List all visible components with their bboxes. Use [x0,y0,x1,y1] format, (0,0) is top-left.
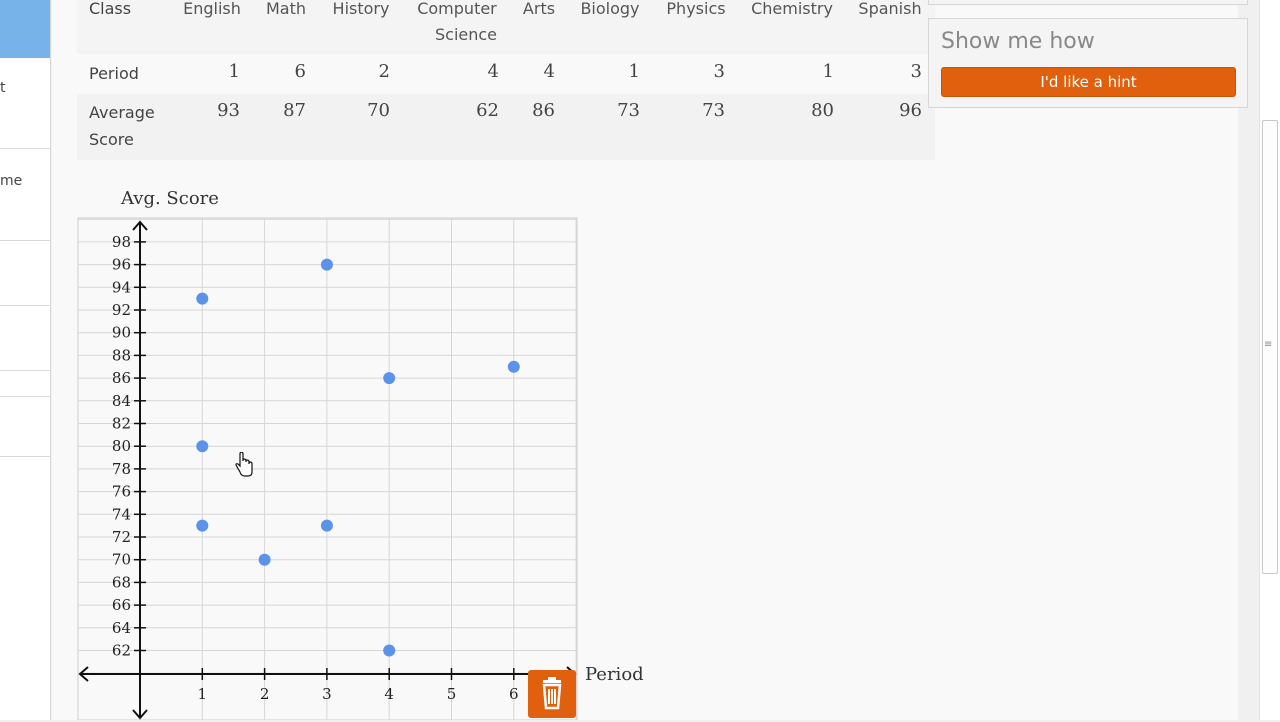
chart-ticks: 1 2 3 4 5 6 62 64 66 68 70 72 74 76 78 80 82 84 86 88 90 92 94… [112,233,519,703]
table-cell-score: 73 [702,100,725,121]
x-tick-label: 4 [384,685,394,703]
table-cell-period: 1 [822,61,834,82]
x-tick-label: 1 [198,685,208,703]
y-tick-label: 68 [112,573,131,591]
table-cell-score: 73 [617,100,640,121]
hint-box-top [928,0,1248,5]
delete-point-button[interactable] [528,670,576,718]
data-point[interactable] [320,258,333,271]
table-column-header: Science [434,25,498,44]
y-tick-label: 84 [112,392,131,410]
table-cell-period: 1 [628,61,640,82]
table-cell-period: 4 [487,61,499,82]
table-column-header: Math [265,0,307,18]
sidebar-text-fragment: me [0,173,23,189]
table-cell-period: 2 [378,61,390,82]
table-header-row [77,0,935,54]
scrollbar-grip-icon: ≡ [1264,339,1273,350]
table-cell-score: 86 [532,100,555,121]
table-column-header: History [332,0,390,18]
x-axis-arrow-left [78,666,89,682]
y-tick-label: 76 [112,483,131,501]
table-cell-score: 80 [811,100,834,121]
data-point[interactable] [383,644,396,657]
table-header-label: Class [89,0,132,18]
y-tick-label: 86 [112,369,131,387]
y-tick-label: 94 [112,278,131,296]
hint-button[interactable]: I'd like a hint [941,67,1236,97]
y-tick-label: 98 [112,233,131,251]
y-tick-label: 74 [112,505,131,523]
table-row [77,94,935,160]
table-cell-score: 70 [367,100,390,121]
y-tick-label: 64 [112,619,131,637]
y-tick-label: 88 [112,346,131,364]
y-tick-label: 96 [112,256,131,274]
hint-title: Show me how [941,29,1095,54]
sidebar-active-tab[interactable] [0,0,50,58]
table-column-header: Arts [522,0,556,18]
table-column-header: Biology [580,0,640,18]
sidebar-divider [0,370,50,371]
sidebar-text-fragment: t [0,80,6,96]
x-tick-label: 3 [322,685,332,703]
sidebar-divider [0,396,50,397]
y-axis-label: Avg. Score [120,188,219,209]
table-column-header: Spanish [858,0,922,18]
y-tick-label: 62 [112,642,131,660]
table-row [77,54,935,94]
table-row-label: Period [89,64,139,83]
y-tick-label: 72 [112,528,131,546]
table-cell-score: 87 [283,100,306,121]
data-point[interactable] [320,519,333,532]
y-tick-label: 82 [112,415,131,433]
table-cell-score: 96 [899,100,922,121]
scrollbar-thumb[interactable] [1262,120,1278,574]
hand-cursor-icon [235,452,253,477]
y-tick-label: 66 [112,596,131,614]
data-point[interactable] [507,360,520,373]
sidebar-divider [0,305,50,306]
x-tick-label: 2 [260,685,270,703]
table-column-header: Physics [666,0,726,18]
left-sidebar: t me [0,0,51,720]
trash-icon [542,677,562,710]
sidebar-divider [0,240,50,241]
y-tick-label: 70 [112,551,131,569]
table-cell-period: 6 [294,61,306,82]
y-axis-arrow-up [132,220,148,231]
x-tick-label: 6 [509,685,519,703]
data-point[interactable] [196,440,209,453]
chart-grid [77,217,578,720]
data-point[interactable] [196,292,209,305]
table-row-label: Average [89,103,155,122]
x-axis-label: Period [585,664,644,685]
table-column-header: English [183,0,241,18]
table-cell-period: 1 [228,61,240,82]
sidebar-divider [0,456,50,457]
sidebar-divider [0,148,50,149]
y-tick-label: 80 [112,437,131,455]
table-row-label: Score [89,130,134,149]
chart-points[interactable] [196,258,520,657]
data-point[interactable] [383,372,396,385]
data-point[interactable] [258,553,271,566]
y-axis-arrow-down [132,709,148,720]
table-cell-period: 3 [910,61,922,82]
y-tick-label: 78 [112,460,131,478]
table-cell-period: 4 [543,61,555,82]
table-column-header: Chemistry [751,0,833,18]
x-tick-label: 5 [447,685,457,703]
y-tick-label: 92 [112,301,131,319]
table-cell-period: 3 [713,61,725,82]
data-point[interactable] [196,519,209,532]
y-tick-label: 90 [112,324,131,342]
table-cell-score: 62 [476,100,499,121]
table-column-header: Computer [417,0,497,18]
hint-box: Show me how I'd like a hint [928,18,1248,108]
table-cell-score: 93 [217,100,240,121]
